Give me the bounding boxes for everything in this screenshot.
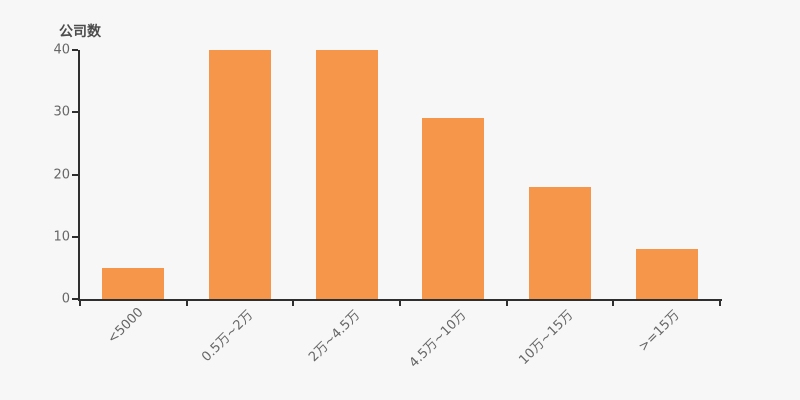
y-tick-mark bbox=[72, 49, 78, 51]
x-tick-mark bbox=[612, 301, 615, 306]
x-tick-label: >=15万 bbox=[636, 307, 684, 355]
x-tick-mark bbox=[399, 301, 401, 306]
x-tick-label: 2万~4.5万 bbox=[305, 307, 364, 365]
x-tick-mark bbox=[505, 301, 508, 306]
y-tick-mark bbox=[72, 111, 78, 114]
bar bbox=[422, 118, 484, 299]
x-tick-mark bbox=[79, 301, 81, 306]
bar bbox=[529, 187, 591, 299]
y-tick-mark bbox=[72, 298, 78, 300]
bar bbox=[636, 249, 698, 299]
x-tick-mark bbox=[185, 301, 188, 306]
y-tick-label: 40 bbox=[53, 42, 70, 58]
x-tick-label: 0.5万~2万 bbox=[199, 307, 257, 365]
x-tick-label: 4.5万~10万 bbox=[406, 307, 470, 371]
y-tick-mark bbox=[72, 173, 78, 176]
x-tick-label: 10万~15万 bbox=[516, 307, 577, 368]
y-axis-title: 公司数 bbox=[59, 24, 101, 40]
y-tick-label: 0 bbox=[61, 291, 70, 307]
x-axis-line bbox=[78, 299, 722, 301]
x-tick-mark bbox=[292, 301, 295, 306]
bar bbox=[316, 50, 378, 299]
bar bbox=[209, 50, 271, 299]
x-tick-label: <5000 bbox=[105, 305, 147, 347]
bar bbox=[102, 268, 164, 299]
x-tick-mark bbox=[719, 301, 721, 306]
y-tick-label: 30 bbox=[53, 104, 70, 120]
y-tick-label: 10 bbox=[53, 229, 70, 245]
y-tick-label: 20 bbox=[53, 167, 70, 182]
y-tick-mark bbox=[72, 235, 78, 238]
y-axis-line bbox=[78, 50, 80, 301]
